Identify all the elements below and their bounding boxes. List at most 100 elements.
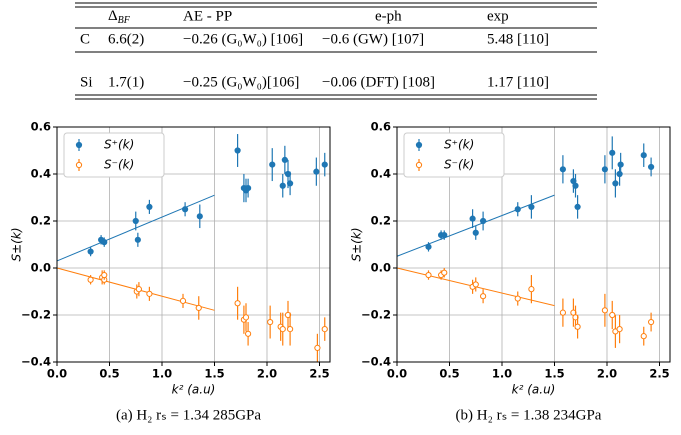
point [514,295,521,302]
point [146,290,153,297]
y-tick-label: −0.2 [21,308,51,322]
point [528,286,535,293]
header-cell: exp [487,8,509,24]
legend-label: S⁻(k) [104,158,134,172]
x-tick-label: 0.5 [439,367,459,381]
point [146,203,153,210]
point [640,333,647,340]
point [648,163,655,171]
table-cell: −0.6 (GW) [107] [322,31,424,47]
caption: (b) H₂ rₛ = 1.38 234GPa [456,407,602,423]
point [279,182,286,189]
point [135,286,142,293]
point [321,161,328,168]
x-axis-label: k² (a.u) [512,383,556,397]
point [441,269,448,276]
point [425,271,432,279]
legend-label: S⁺(k) [104,138,134,152]
point [87,248,94,255]
point [245,330,252,337]
y-tick-label: 0.4 [31,167,51,181]
point [134,236,141,243]
point [267,318,274,326]
legend-box [63,132,165,178]
table-body: C 6.6(2) −0.26 (G₀W₀) [106] −0.6 (GW) [107]… [80,31,549,90]
legend-label: S⁻(k) [444,158,474,172]
point [559,166,567,173]
y-tick-label: 0.0 [371,261,391,275]
y-tick-label: 0.2 [31,214,51,228]
x-tick-label: 0.0 [47,367,67,381]
caption: (a) H₂ rₛ = 1.34 285GPa [116,407,261,423]
point [574,323,581,330]
table-cell: 1.7(1) [108,74,144,90]
point [609,311,616,319]
point [617,161,624,168]
table-cell: 5.48 [110] [487,31,549,47]
point [601,166,609,173]
table-cell: −0.06 (DFT) [108] [322,74,435,90]
y-axis-label: S±(k) [10,228,24,262]
axes-frame [56,126,331,363]
y-tick-label: −0.4 [361,355,391,369]
point [425,243,432,250]
plots: −0.4 −0.2 0.0 0.2 0.4 0.6 0.0 0.5 1.0 1.5 2.0 2.5 S⁺… [10,120,671,423]
point [572,182,579,189]
x-tick-label: 2.0 [597,367,617,381]
point [101,271,108,279]
header-cell: e-ph [375,8,402,24]
point [132,217,139,225]
y-tick-label: 0.6 [371,120,391,134]
table-cell: −0.25 (G₀W₀)[106] [183,74,299,90]
legend-swatch [415,161,423,169]
y-axis-label: S±(k) [350,228,364,262]
chart: −0.4 −0.2 0.0 0.2 0.4 0.6 0.0 0.5 1.0 1.5 2.0 2.5 S⁺… [350,120,671,423]
x-tick-label: 2.0 [257,367,277,381]
point [234,147,241,154]
legend-box [403,132,505,178]
point [601,307,609,314]
point [279,326,286,333]
point [321,326,328,333]
point [287,180,294,187]
legend-swatch [75,141,83,149]
x-tick-label: 1.5 [204,367,224,381]
symbol: Δ [108,8,118,24]
point [616,326,623,333]
y-tick-label: −0.2 [361,308,391,322]
point [514,206,521,213]
y-tick-label: 0.0 [31,261,51,275]
point [609,149,616,156]
x-tick-label: 2.5 [649,367,669,381]
point [472,229,479,236]
legend-swatch [75,161,83,169]
point [269,161,276,168]
table-cell: Si [80,74,93,90]
point [648,318,655,326]
point [182,206,189,213]
table-cell: −0.26 (G₀W₀) [106] [183,31,303,47]
chart: −0.4 −0.2 0.0 0.2 0.4 0.6 0.0 0.5 1.0 1.5 2.0 2.5 S⁺… [10,120,331,423]
point [612,180,619,187]
point [242,314,250,321]
point [480,217,487,225]
point [469,215,476,222]
point [287,326,294,333]
point [195,304,202,312]
table-cell: C [80,31,90,47]
point [441,232,448,239]
point [314,344,321,351]
point [480,293,487,300]
point [559,309,567,316]
y-tick-label: 0.6 [31,120,51,134]
point [313,168,320,175]
point [528,203,535,210]
point [616,170,623,178]
x-tick-label: 2.5 [309,367,329,381]
legend-label: S⁺(k) [444,138,474,152]
header-cell: ΔBF [108,8,131,26]
point [574,203,581,210]
point [101,239,108,246]
point [87,276,94,283]
